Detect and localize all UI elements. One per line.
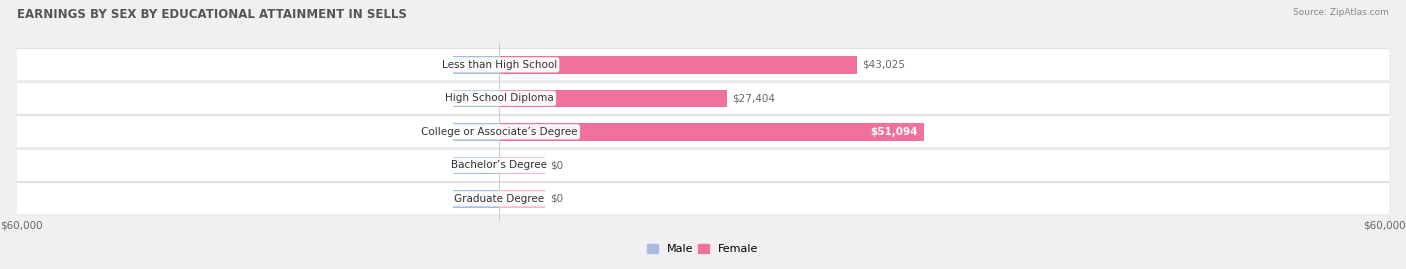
Bar (453, 56, 499, 73)
Legend: Male, Female: Male, Female (647, 244, 759, 254)
Text: College or Associate’s Degree: College or Associate’s Degree (420, 127, 578, 137)
Text: Bachelor’s Degree: Bachelor’s Degree (451, 160, 547, 170)
Bar (499, 56, 858, 73)
Text: $60,000: $60,000 (1364, 221, 1406, 231)
Text: High School Diploma: High School Diploma (444, 93, 554, 103)
Text: EARNINGS BY SEX BY EDUCATIONAL ATTAINMENT IN SELLS: EARNINGS BY SEX BY EDUCATIONAL ATTAINMEN… (17, 8, 406, 21)
FancyBboxPatch shape (17, 83, 1389, 114)
FancyBboxPatch shape (17, 182, 1389, 215)
Text: $0: $0 (479, 93, 492, 103)
FancyBboxPatch shape (17, 183, 1389, 215)
Text: $43,025: $43,025 (862, 60, 905, 70)
Bar (499, 190, 546, 207)
FancyBboxPatch shape (17, 48, 1389, 81)
Text: $60,000: $60,000 (0, 221, 42, 231)
Bar (499, 157, 546, 174)
FancyBboxPatch shape (17, 82, 1389, 115)
Text: $27,404: $27,404 (733, 93, 775, 103)
Bar (453, 123, 499, 140)
Text: Source: ZipAtlas.com: Source: ZipAtlas.com (1294, 8, 1389, 17)
Text: $0: $0 (479, 194, 492, 204)
FancyBboxPatch shape (17, 116, 1389, 148)
Text: $0: $0 (479, 160, 492, 170)
FancyBboxPatch shape (17, 115, 1389, 148)
Text: $0: $0 (550, 160, 562, 170)
FancyBboxPatch shape (17, 49, 1389, 80)
Text: $0: $0 (479, 127, 492, 137)
Bar (499, 123, 924, 140)
Bar (453, 190, 499, 207)
Text: Less than High School: Less than High School (441, 60, 557, 70)
Bar (453, 157, 499, 174)
Text: $0: $0 (550, 194, 562, 204)
FancyBboxPatch shape (17, 149, 1389, 182)
Text: $51,094: $51,094 (870, 127, 918, 137)
Text: Graduate Degree: Graduate Degree (454, 194, 544, 204)
FancyBboxPatch shape (17, 150, 1389, 181)
Bar (453, 90, 499, 107)
Text: $0: $0 (479, 60, 492, 70)
Bar (499, 90, 727, 107)
